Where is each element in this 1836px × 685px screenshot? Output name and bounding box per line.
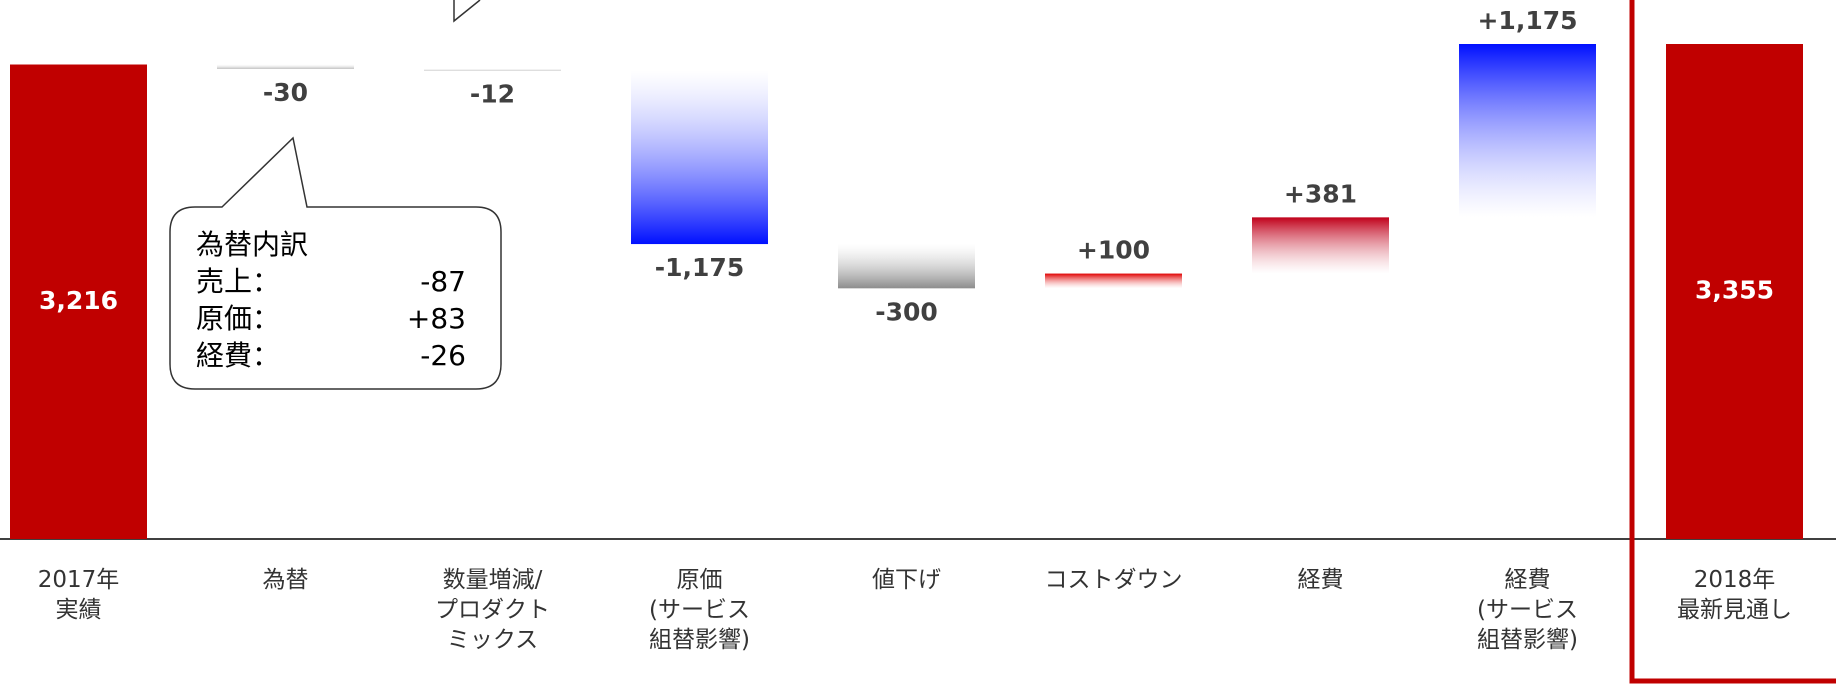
- x-tick-label: コストダウン: [1044, 567, 1183, 593]
- value-label: +381: [1284, 179, 1357, 208]
- callout-key: 経費：: [196, 339, 281, 372]
- callout-value: -26: [420, 339, 466, 372]
- bar: [217, 64, 354, 69]
- value-label: 3,216: [39, 286, 118, 315]
- value-label: -30: [263, 78, 308, 107]
- callout-title: 為替内訳: [196, 228, 309, 261]
- bar: [1252, 217, 1389, 274]
- value-label: -12: [470, 80, 515, 109]
- callout-key: 売上：: [196, 265, 281, 298]
- bar: [838, 244, 975, 289]
- callout-value: -87: [420, 265, 466, 298]
- x-tick-label: 経費 (サービス 組替影響): [1477, 567, 1578, 653]
- x-tick-label: 値下げ: [872, 567, 941, 593]
- x-tick-label: 2018年 最新見通し: [1677, 567, 1792, 623]
- value-label: -1,175: [655, 253, 744, 282]
- highlight-frame: [1629, 0, 1836, 684]
- bar: [1045, 273, 1182, 289]
- callout: [169, 136, 502, 390]
- value-label: +100: [1077, 236, 1150, 265]
- x-tick-label: 2017年 実績: [37, 567, 120, 623]
- value-label: -300: [875, 297, 938, 326]
- value-label: 3,355: [1695, 276, 1774, 305]
- bar: [424, 68, 561, 71]
- x-tick-label: 為替: [262, 567, 309, 593]
- callout-value: +83: [406, 302, 466, 335]
- x-tick-label: 原価 (サービス 組替影響): [649, 567, 750, 653]
- callout-tail: [453, 0, 481, 23]
- bar: [631, 70, 768, 245]
- callout-key: 原価：: [196, 302, 281, 335]
- bar: [1666, 44, 1803, 539]
- x-tick-label: 経費: [1297, 567, 1344, 593]
- bar: [1459, 44, 1596, 218]
- bar: [10, 64, 147, 540]
- x-tick-label: 数量増減/ プロダクト ミックス: [435, 567, 550, 653]
- value-label: +1,175: [1477, 6, 1577, 35]
